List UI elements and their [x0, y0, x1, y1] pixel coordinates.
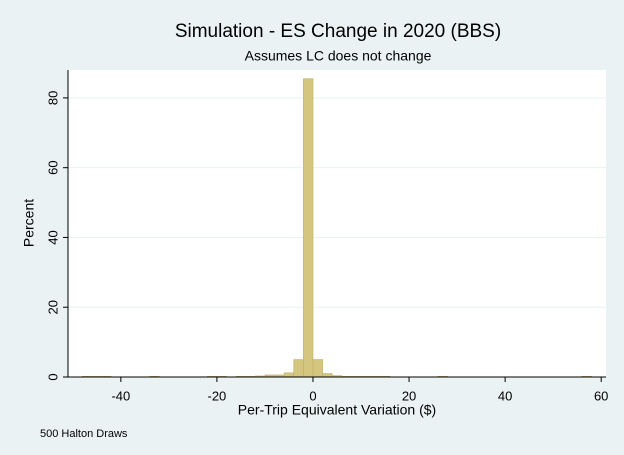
x-tick-label: 40: [498, 388, 512, 403]
bar: [303, 78, 314, 378]
chart-subtitle: Assumes LC does not change: [245, 48, 432, 64]
y-tick-label: 40: [45, 230, 60, 244]
y-tick-label: 80: [45, 91, 60, 105]
x-tick-label: 60: [594, 388, 608, 403]
bar: [312, 359, 323, 378]
x-axis-label: Per-Trip Equivalent Variation ($): [238, 402, 436, 418]
bar: [293, 359, 304, 378]
x-tick-label: -40: [111, 388, 130, 403]
plot-area: [68, 70, 606, 377]
y-tick-label: 20: [45, 300, 60, 314]
y-tick-label: 0: [45, 373, 60, 380]
bar: [322, 373, 333, 378]
y-axis-label: Percent: [21, 199, 37, 247]
note: 500 Halton Draws: [40, 428, 128, 440]
y-tick-label: 60: [45, 160, 60, 174]
bar: [283, 372, 295, 378]
x-tick-label: 20: [402, 388, 416, 403]
chart-title: Simulation - ES Change in 2020 (BBS): [175, 21, 501, 42]
x-tick-label: 0: [309, 388, 316, 403]
x-tick-label: -20: [208, 388, 227, 403]
